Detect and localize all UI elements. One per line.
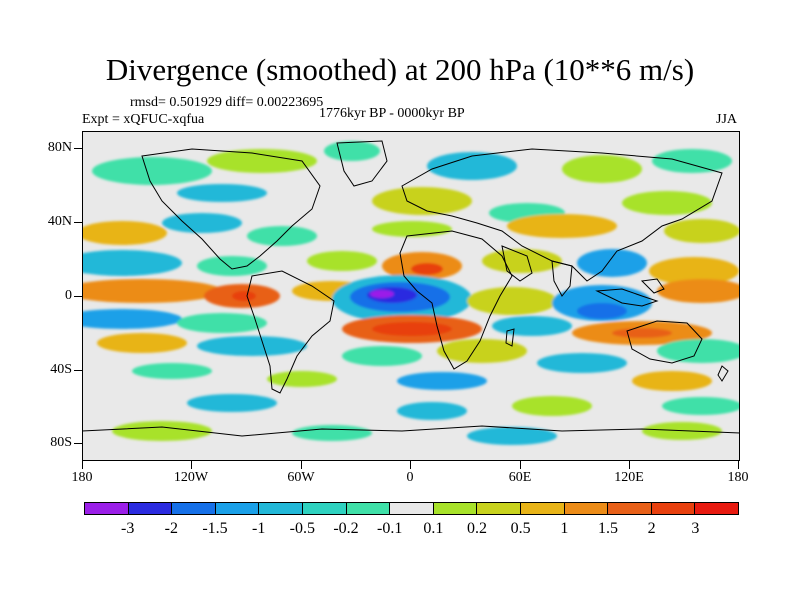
colorbar-label: -1.5 <box>202 520 228 537</box>
rmsd-diff-stats: rmsd= 0.501929 diff= 0.00223695 <box>130 95 324 110</box>
y-tick-40s <box>74 370 82 371</box>
colorbar-box <box>608 503 652 514</box>
y-label-80n: 80N <box>47 140 72 155</box>
colorbar-box <box>346 503 391 514</box>
colorbar-label: -0.1 <box>376 520 403 537</box>
coastlines <box>82 140 740 437</box>
colorbar-label: -1 <box>251 520 266 537</box>
experiment-label: Expt = xQFUC-xqfua <box>82 112 205 127</box>
colorbar <box>84 502 739 515</box>
x-label-60e: 60E <box>508 470 532 485</box>
divergence-contour-field <box>82 131 740 461</box>
x-label-180-west: 180 <box>71 470 93 485</box>
colorbar-label: -2 <box>164 520 178 537</box>
colorbar-box <box>215 503 260 514</box>
y-tick-80s <box>74 443 82 444</box>
y-label-40n: 40N <box>47 214 72 229</box>
colorbar-label: -0.2 <box>333 520 359 537</box>
x-tick-180e <box>738 461 739 469</box>
colorbar-box <box>302 503 347 514</box>
x-label-0: 0 <box>406 470 414 485</box>
colorbar-label: 3 <box>691 520 700 537</box>
y-label-40s: 40S <box>50 362 72 377</box>
x-tick-60e <box>520 461 521 469</box>
colorbar-label: 0.5 <box>510 520 531 537</box>
colorbar-box <box>433 503 478 514</box>
colorbar-label: 0.1 <box>423 520 444 537</box>
y-label-equator: 0 <box>65 288 72 303</box>
x-tick-60w <box>301 461 302 469</box>
colorbar-box <box>85 503 129 514</box>
colorbar-label: 0.2 <box>467 520 487 537</box>
y-tick-40n <box>74 222 82 223</box>
colorbar-box <box>172 503 216 514</box>
colorbar-box <box>651 503 696 514</box>
colorbar-box <box>520 503 565 514</box>
period-label: 1776kyr BP - 0000kyr BP <box>319 106 465 121</box>
colorbar-label: -0.5 <box>289 520 315 537</box>
colorbar-box <box>390 503 434 514</box>
y-tick-80n <box>74 148 82 149</box>
plot-title: Divergence (smoothed) at 200 hPa (10**6 … <box>105 52 695 87</box>
colorbar-box <box>564 503 609 514</box>
colorbar-label: 1 <box>560 520 569 537</box>
colorbar-box <box>695 503 738 514</box>
y-tick-eq <box>74 296 82 297</box>
colorbar-label: 2 <box>647 520 656 537</box>
colorbar-label: 1.5 <box>598 520 618 537</box>
x-tick-120e <box>629 461 630 469</box>
x-label-60w: 60W <box>287 470 315 485</box>
x-tick-120w <box>191 461 192 469</box>
colorbar-box <box>259 503 303 514</box>
x-tick-180w <box>82 461 83 469</box>
colorbar-box <box>128 503 173 514</box>
x-label-180-east: 180 <box>727 470 749 485</box>
divergence-map <box>82 131 740 461</box>
season-label: JJA <box>716 112 738 127</box>
colorbar-box <box>477 503 521 514</box>
x-tick-0 <box>410 461 411 469</box>
y-label-80s: 80S <box>50 435 72 450</box>
colorbar-label: -3 <box>120 520 135 537</box>
x-label-120e: 120E <box>614 470 644 485</box>
x-label-120w: 120W <box>173 470 209 485</box>
